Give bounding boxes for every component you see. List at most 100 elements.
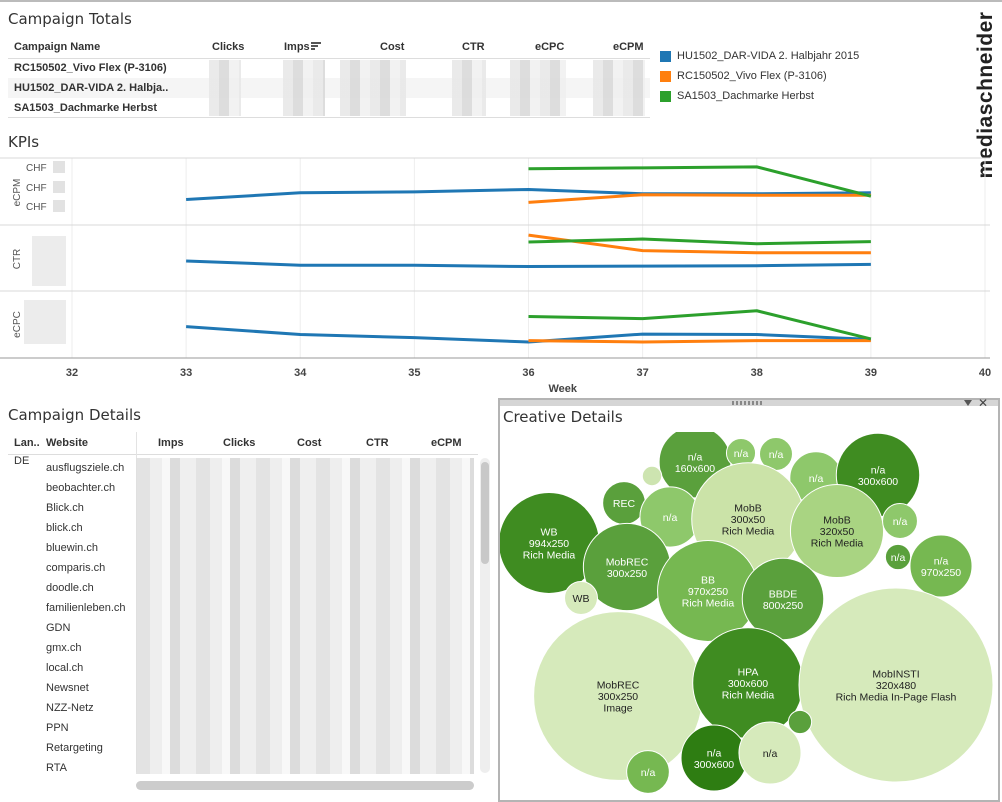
bubble[interactable]: REC xyxy=(602,481,646,525)
dropdown-icon[interactable] xyxy=(964,400,972,406)
drag-grip-icon[interactable] xyxy=(732,401,764,405)
bubble-circle[interactable] xyxy=(884,543,912,571)
website-item[interactable]: ausflugsziele.ch xyxy=(46,462,125,474)
website-item[interactable]: Retargeting xyxy=(46,742,103,754)
col-cost[interactable]: Cost xyxy=(380,41,405,53)
totals-row-label[interactable]: HU1502_DAR-VIDA 2. Halbja.. xyxy=(14,82,169,94)
scrollbar-thumb[interactable] xyxy=(481,462,489,564)
series-line[interactable] xyxy=(528,237,871,246)
x-tick-label: 39 xyxy=(865,367,877,379)
bubble-label: n/a xyxy=(891,552,906,564)
website-item[interactable]: PPN xyxy=(46,722,69,734)
bubble-label: 300x50 xyxy=(731,514,766,526)
bubble[interactable]: n/a xyxy=(626,750,670,794)
col-imps[interactable]: Imps xyxy=(158,437,184,449)
bubble[interactable]: n/a xyxy=(639,486,701,548)
x-tick-label: 38 xyxy=(751,367,763,379)
website-item[interactable]: Newsnet xyxy=(46,682,89,694)
website-item[interactable]: blick.ch xyxy=(46,522,83,534)
bubble-circle[interactable] xyxy=(789,483,885,579)
bubble-circle[interactable] xyxy=(798,587,994,783)
col-language[interactable]: Lan.. xyxy=(14,437,40,449)
series-line[interactable] xyxy=(528,339,871,344)
x-tick-label: 33 xyxy=(180,367,192,379)
vertical-scrollbar[interactable] xyxy=(480,458,490,773)
bubble-circle[interactable] xyxy=(564,581,598,615)
bubble-circle[interactable] xyxy=(787,709,813,735)
website-item[interactable]: gmx.ch xyxy=(46,642,82,654)
bubble-circle[interactable] xyxy=(626,750,670,794)
blurred-details-values xyxy=(136,458,474,774)
bubble-label: 994x250 xyxy=(529,538,569,550)
col-ecpm[interactable]: eCPM xyxy=(431,437,462,449)
blurred-tick xyxy=(53,200,65,212)
bubble[interactable]: n/a xyxy=(738,721,802,785)
website-item[interactable]: local.ch xyxy=(46,662,84,674)
legend-item[interactable]: HU1502_DAR-VIDA 2. Halbjahr 2015 xyxy=(660,48,859,64)
website-item[interactable]: familienleben.ch xyxy=(46,602,126,614)
col-ctr[interactable]: CTR xyxy=(462,41,485,53)
ecpm-tick-label: CHF xyxy=(26,183,47,194)
col-cost[interactable]: Cost xyxy=(297,437,322,449)
bubble-circle[interactable] xyxy=(909,534,973,598)
bubble-circle[interactable] xyxy=(641,465,663,487)
ecpm-tick-label: CHF xyxy=(26,163,47,174)
campaign-totals-table xyxy=(8,36,650,118)
close-icon[interactable]: ✕ xyxy=(978,396,989,410)
website-item[interactable]: RTA xyxy=(46,762,67,774)
totals-row-label[interactable]: SA1503_Dachmarke Herbst xyxy=(14,102,158,114)
bubble-circle[interactable] xyxy=(882,503,918,539)
col-campaign-name[interactable]: Campaign Name xyxy=(14,41,101,53)
bubble[interactable]: n/a xyxy=(759,437,793,471)
x-tick-label: 37 xyxy=(637,367,649,379)
bubble-label: 970x250 xyxy=(688,586,728,598)
col-website[interactable]: Website xyxy=(46,437,88,449)
blurred-clicks xyxy=(209,60,241,116)
bubble[interactable]: n/a xyxy=(725,437,757,469)
col-ecpc[interactable]: eCPC xyxy=(535,41,565,53)
col-clicks[interactable]: Clicks xyxy=(212,41,245,53)
website-item[interactable]: bluewin.ch xyxy=(46,542,98,554)
bubble[interactable]: n/a xyxy=(882,503,918,539)
col-ctr[interactable]: CTR xyxy=(366,437,389,449)
website-item[interactable]: NZZ-Netz xyxy=(46,702,94,714)
series-line[interactable] xyxy=(186,259,871,269)
legend-item[interactable]: SA1503_Dachmarke Herbst xyxy=(660,88,814,104)
website-item[interactable]: comparis.ch xyxy=(46,562,106,574)
bubble[interactable] xyxy=(641,465,663,487)
website-item[interactable]: Blick.ch xyxy=(46,502,84,514)
horizontal-scrollbar[interactable] xyxy=(136,781,474,790)
bubble-label: Rich Media xyxy=(682,598,735,610)
series-line[interactable] xyxy=(528,309,872,341)
col-clicks[interactable]: Clicks xyxy=(223,437,256,449)
sort-icon[interactable] xyxy=(311,41,321,51)
series-line[interactable] xyxy=(528,165,872,198)
bubble-circle[interactable] xyxy=(738,721,802,785)
legend-swatch-green xyxy=(660,90,671,102)
website-item[interactable]: GDN xyxy=(46,622,71,634)
website-item[interactable]: doodle.ch xyxy=(46,582,94,594)
col-imps[interactable]: Imps xyxy=(284,41,310,53)
bubble-label: WB xyxy=(541,527,558,539)
col-ecpm[interactable]: eCPM xyxy=(613,41,644,53)
website-item[interactable]: beobachter.ch xyxy=(46,482,116,494)
legend-label: HU1502_DAR-VIDA 2. Halbjahr 2015 xyxy=(677,50,860,62)
legend-item[interactable]: RC150502_Vivo Flex (P-3106) xyxy=(660,68,827,84)
bubble[interactable] xyxy=(787,709,813,735)
bubble-label: 300x600 xyxy=(694,759,734,771)
totals-row-label[interactable]: RC150502_Vivo Flex (P-3106) xyxy=(14,62,167,74)
bubble[interactable]: n/a xyxy=(884,543,912,571)
bubble[interactable]: WB xyxy=(564,581,598,615)
series-line[interactable] xyxy=(528,193,871,204)
series-line[interactable] xyxy=(528,233,871,255)
